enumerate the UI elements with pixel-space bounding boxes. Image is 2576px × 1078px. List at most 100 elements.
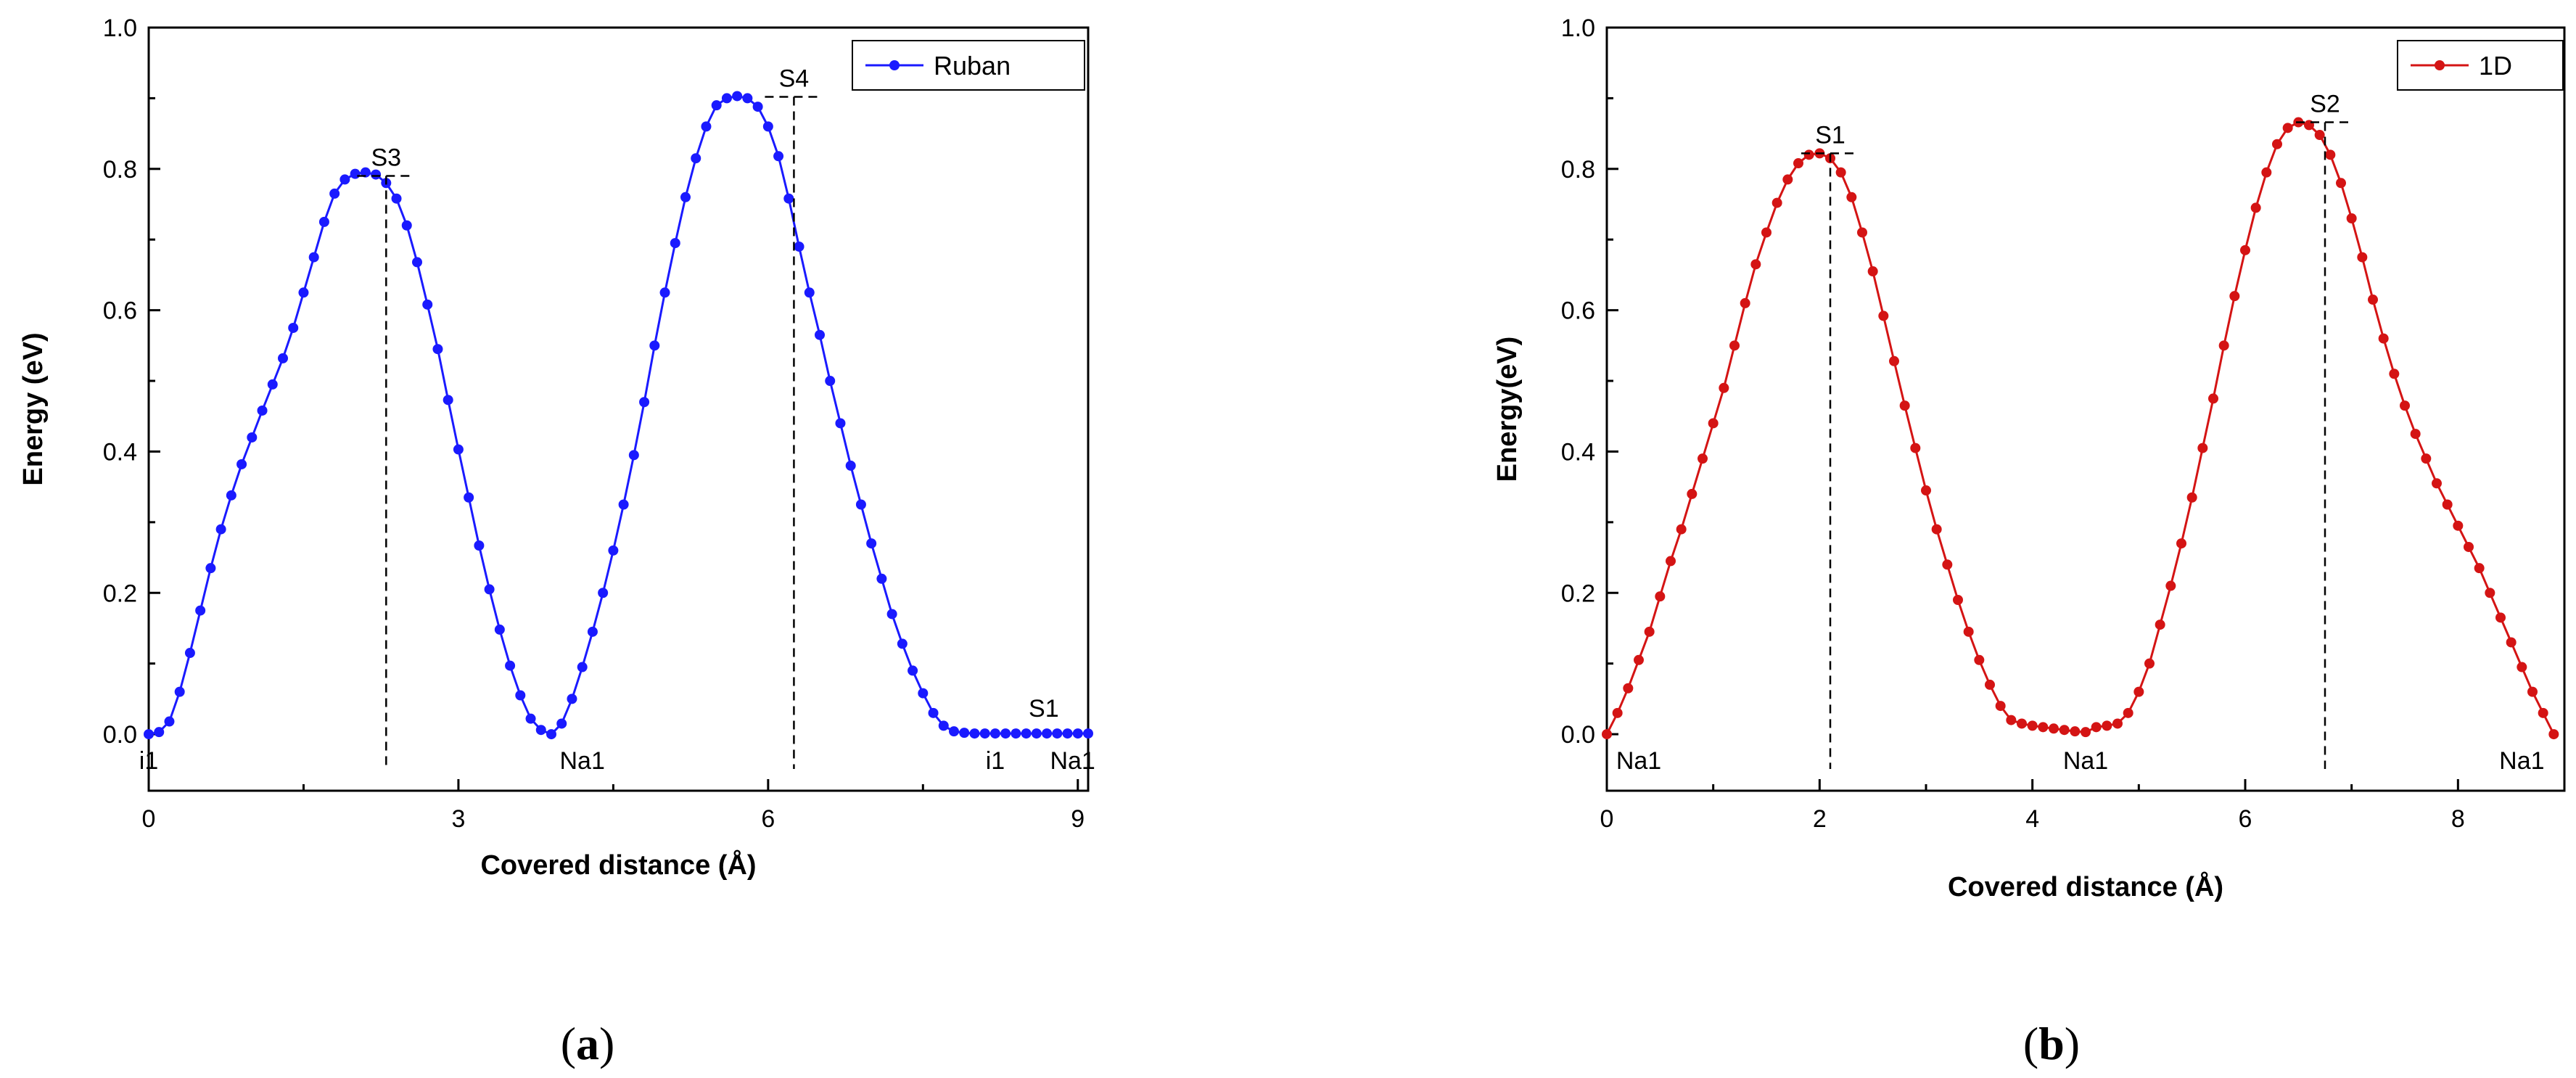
data-point [2049, 723, 2059, 734]
data-point [205, 563, 216, 574]
data-point [1910, 443, 1921, 453]
site-label: i1 [139, 747, 158, 775]
data-point [535, 725, 546, 736]
data-point [2081, 727, 2091, 738]
data-point [2250, 202, 2261, 213]
site-label: S1 [1029, 695, 1059, 723]
x-tick-label: 8 [2451, 805, 2465, 833]
data-point [691, 153, 701, 164]
data-point [989, 728, 1000, 739]
data-point [815, 329, 825, 340]
data-point [742, 93, 753, 104]
peak-label: S4 [779, 65, 810, 92]
data-point [443, 395, 453, 406]
caption-open-paren: ( [561, 1018, 576, 1069]
data-point [2197, 443, 2208, 453]
peak-label: S1 [1815, 121, 1845, 149]
data-point [154, 727, 165, 738]
x-axis-title: Covered distance (Å) [480, 849, 756, 881]
y-tick-label: 1.0 [103, 15, 137, 42]
data-point [215, 524, 226, 535]
data-point [876, 573, 887, 584]
data-point [2325, 149, 2336, 160]
y-tick-label: 0.0 [1561, 721, 1595, 749]
data-point [2027, 720, 2038, 731]
data-point [1985, 679, 1995, 690]
data-point [2314, 130, 2325, 141]
data-point [422, 299, 433, 310]
data-point [659, 287, 670, 298]
data-point [391, 193, 402, 204]
x-tick-label: 0 [1600, 805, 1614, 833]
data-point [2165, 580, 2176, 591]
data-point [484, 584, 495, 595]
x-tick-label: 3 [451, 805, 465, 833]
data-point [401, 220, 412, 231]
peak-label: S2 [2310, 91, 2340, 118]
data-point [794, 241, 805, 252]
data-point [979, 728, 990, 739]
data-point [2410, 429, 2421, 440]
data-point [1719, 382, 1729, 393]
data-point [340, 174, 350, 185]
data-point [474, 540, 485, 551]
data-point [701, 121, 712, 132]
data-point [1963, 626, 1974, 637]
data-point [525, 713, 536, 724]
data-point [453, 444, 464, 455]
data-point [1835, 167, 1846, 178]
data-point [1072, 728, 1083, 739]
data-point [1761, 227, 1771, 238]
data-point [1782, 174, 1793, 185]
data-point [938, 720, 949, 731]
data-point [1644, 626, 1655, 637]
data-point [2453, 520, 2464, 531]
data-point [773, 151, 784, 162]
data-point [918, 688, 929, 699]
data-point [2091, 722, 2102, 733]
data-point [247, 432, 258, 443]
site-label: i1 [986, 747, 1005, 775]
data-point [1878, 310, 1889, 321]
data-point [2357, 252, 2368, 263]
data-point [2474, 563, 2485, 574]
data-point [1942, 559, 1953, 570]
data-point [360, 167, 371, 178]
x-tick-label: 4 [2025, 805, 2039, 833]
data-point [639, 397, 650, 408]
data-point [2229, 291, 2240, 302]
data-point [2240, 244, 2250, 255]
data-point [649, 340, 660, 351]
panel-caption: (a) [561, 1018, 615, 1069]
data-point [144, 729, 154, 740]
data-point [577, 662, 588, 672]
data-point [1062, 728, 1073, 739]
data-point [318, 216, 329, 227]
data-point [1021, 728, 1032, 739]
data-point [908, 665, 918, 676]
legend-label: Ruban [934, 51, 1011, 81]
caption-open-paren: ( [2023, 1018, 2038, 1069]
data-point [236, 458, 247, 469]
data-point [2538, 707, 2548, 718]
data-point [1846, 192, 1857, 202]
data-point [2006, 715, 2017, 725]
site-label: Na1 [2499, 747, 2544, 775]
data-point [298, 287, 309, 298]
data-point [2144, 658, 2155, 669]
data-point [1921, 485, 1931, 496]
data-point [721, 93, 732, 104]
chart-panel-a: 0 3 6 9 0.0 0.2 0.4 0.6 0.8 1.0 Covered distance (… [18, 15, 1095, 1069]
site-label: Na1 [2063, 747, 2108, 775]
x-axis-title: Covered distance (Å) [1948, 871, 2223, 902]
data-point [2282, 123, 2293, 133]
data-point [1750, 259, 1761, 270]
data-point [1793, 158, 1803, 169]
data-point [164, 716, 175, 727]
data-point [2378, 333, 2389, 344]
data-point [608, 545, 619, 556]
data-point [670, 238, 680, 249]
data-point [350, 168, 361, 179]
y-tick-label: 0.0 [103, 721, 137, 749]
